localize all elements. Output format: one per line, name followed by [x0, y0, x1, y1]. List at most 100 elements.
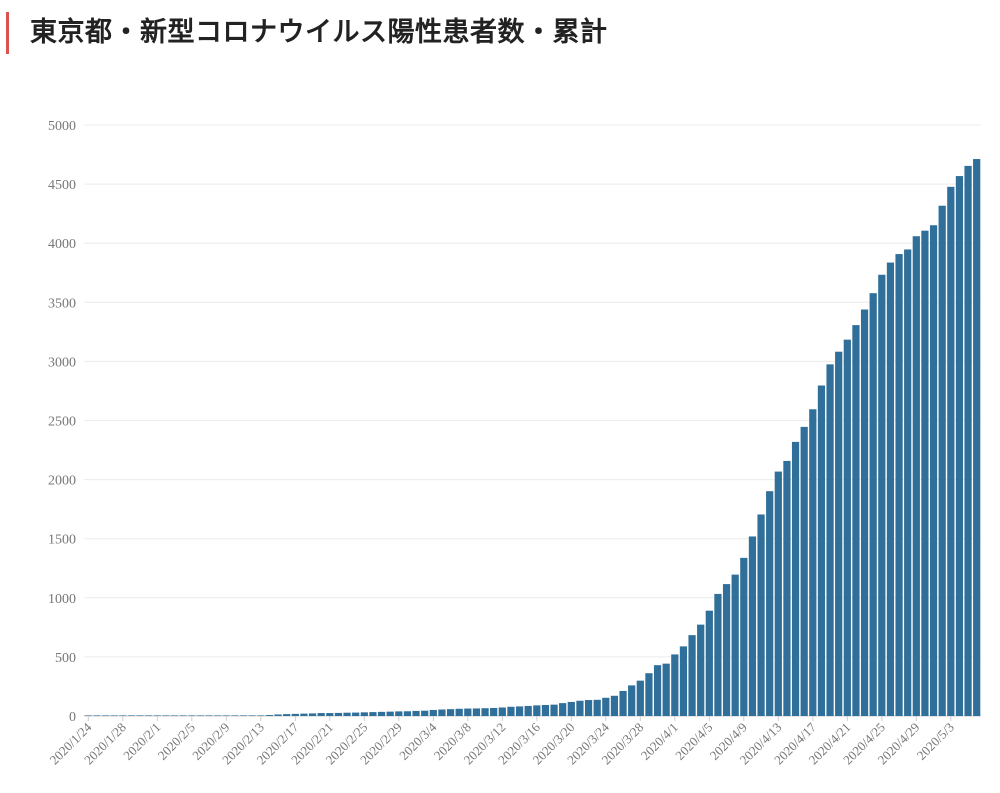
- bar: [334, 712, 343, 716]
- bar: [101, 715, 110, 716]
- x-tick-label: 2020/4/1: [638, 720, 681, 763]
- bar: [170, 715, 179, 716]
- bar: [326, 713, 334, 716]
- bar: [550, 704, 558, 716]
- bar: [610, 695, 619, 716]
- bar: [498, 707, 506, 716]
- chart-title: 東京都・新型コロナウイルス陽性患者数・累計: [30, 17, 608, 48]
- bar: [188, 715, 196, 716]
- y-tick-label: 4500: [48, 178, 76, 193]
- bar: [343, 712, 351, 716]
- y-tick-label: 1000: [48, 592, 76, 607]
- bar: [214, 715, 222, 716]
- bar: [878, 274, 886, 716]
- bar: [533, 705, 541, 716]
- bar: [636, 680, 644, 716]
- bar: [731, 574, 739, 716]
- bar: [464, 708, 472, 716]
- bar: [921, 230, 929, 716]
- x-tick-label: 2020/2/1: [120, 720, 163, 763]
- bar: [257, 715, 265, 716]
- bar: [515, 706, 524, 716]
- bar: [274, 714, 282, 716]
- bar: [671, 654, 679, 716]
- bar: [481, 708, 489, 716]
- bar: [800, 426, 808, 716]
- bar: [248, 715, 256, 716]
- bar: [308, 713, 317, 716]
- bar: [567, 701, 575, 716]
- bar: [593, 699, 601, 716]
- bar: [231, 715, 239, 716]
- x-tick-label: 2020/4/5: [672, 720, 715, 763]
- bar: [93, 715, 101, 716]
- y-tick-label: 500: [55, 651, 76, 666]
- bar: [84, 715, 92, 716]
- bar: [766, 491, 774, 716]
- bar: [904, 249, 912, 716]
- y-tick-label: 3000: [48, 355, 76, 370]
- bar: [826, 364, 834, 716]
- bar: [576, 700, 584, 716]
- bar: [584, 700, 593, 716]
- bar: [412, 710, 420, 716]
- bar: [395, 711, 403, 716]
- bar: [757, 514, 765, 716]
- bar: [317, 713, 325, 716]
- x-tick-label: 2020/5/3: [914, 720, 957, 763]
- bar: [705, 610, 713, 716]
- bar: [438, 709, 446, 716]
- bar: [929, 225, 938, 717]
- bar: [559, 703, 567, 716]
- bar: [119, 715, 127, 716]
- bar: [662, 663, 670, 716]
- bar: [714, 593, 722, 716]
- bar: [446, 709, 455, 716]
- bar: [127, 715, 136, 716]
- bar: [852, 325, 860, 716]
- bar: [110, 715, 118, 716]
- bar: [136, 715, 144, 716]
- bar: [860, 309, 869, 716]
- bar: [774, 471, 782, 716]
- x-tick-label: 2020/2/5: [155, 720, 198, 763]
- bar: [947, 186, 955, 716]
- bar: [938, 205, 946, 717]
- bar: [145, 715, 153, 716]
- bar: [386, 711, 394, 716]
- bar: [360, 712, 368, 716]
- y-tick-label: 2000: [48, 474, 76, 489]
- bar: [421, 710, 429, 716]
- bar: [205, 715, 213, 716]
- bar: [653, 665, 662, 716]
- bar: [973, 159, 981, 716]
- bar: [162, 715, 170, 716]
- bar: [283, 714, 291, 716]
- bar: [222, 715, 230, 716]
- bar: [817, 385, 826, 716]
- chart-header: 東京都・新型コロナウイルス陽性患者数・累計: [0, 0, 1000, 60]
- bar: [645, 673, 653, 716]
- bar: [722, 584, 731, 716]
- bar: [490, 707, 498, 716]
- bar: [964, 165, 972, 716]
- bar: [679, 646, 688, 716]
- bar: [300, 713, 308, 716]
- bar: [809, 409, 817, 716]
- bar: [472, 708, 481, 716]
- x-tick-label: 2020/3/4: [396, 719, 440, 763]
- y-tick-label: 2500: [48, 415, 76, 430]
- bar: [791, 441, 800, 716]
- y-tick-label: 1500: [48, 533, 76, 548]
- bar: [628, 685, 636, 716]
- bar: [688, 635, 696, 716]
- bar: [239, 715, 248, 716]
- bar: [291, 713, 299, 716]
- bar: [153, 715, 161, 716]
- bar: [748, 536, 757, 716]
- bar: [886, 262, 895, 716]
- bar: [697, 624, 705, 716]
- bar: [429, 709, 437, 716]
- bar: [403, 711, 412, 716]
